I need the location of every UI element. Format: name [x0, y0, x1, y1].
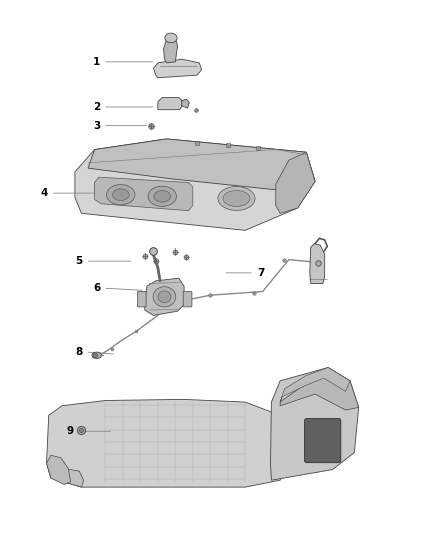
Ellipse shape: [113, 189, 129, 200]
Text: 4: 4: [41, 188, 101, 198]
Ellipse shape: [154, 190, 170, 202]
Ellipse shape: [158, 291, 171, 303]
Polygon shape: [158, 98, 182, 110]
Ellipse shape: [153, 287, 176, 307]
Polygon shape: [153, 59, 201, 78]
Ellipse shape: [148, 186, 177, 206]
Text: 2: 2: [93, 102, 153, 112]
Text: 7: 7: [226, 268, 264, 278]
Ellipse shape: [218, 187, 255, 211]
Ellipse shape: [106, 184, 135, 205]
Polygon shape: [88, 139, 315, 192]
Polygon shape: [182, 99, 189, 108]
Polygon shape: [46, 399, 285, 487]
Text: 9: 9: [67, 426, 110, 437]
Text: 6: 6: [93, 283, 142, 293]
Polygon shape: [310, 244, 325, 284]
Text: 1: 1: [93, 57, 153, 67]
FancyBboxPatch shape: [138, 292, 146, 307]
Polygon shape: [46, 455, 71, 484]
Polygon shape: [95, 177, 193, 211]
Polygon shape: [163, 38, 177, 63]
Ellipse shape: [165, 33, 177, 43]
Ellipse shape: [92, 352, 102, 359]
Ellipse shape: [223, 190, 250, 206]
Polygon shape: [145, 278, 184, 316]
Text: 3: 3: [93, 120, 146, 131]
FancyBboxPatch shape: [183, 292, 192, 307]
FancyBboxPatch shape: [304, 418, 341, 463]
Text: 8: 8: [76, 346, 113, 357]
Polygon shape: [276, 152, 315, 213]
Polygon shape: [280, 368, 359, 410]
Polygon shape: [49, 469, 84, 487]
Text: 5: 5: [76, 256, 131, 266]
Polygon shape: [75, 139, 315, 230]
Polygon shape: [271, 368, 359, 480]
Polygon shape: [280, 368, 350, 402]
